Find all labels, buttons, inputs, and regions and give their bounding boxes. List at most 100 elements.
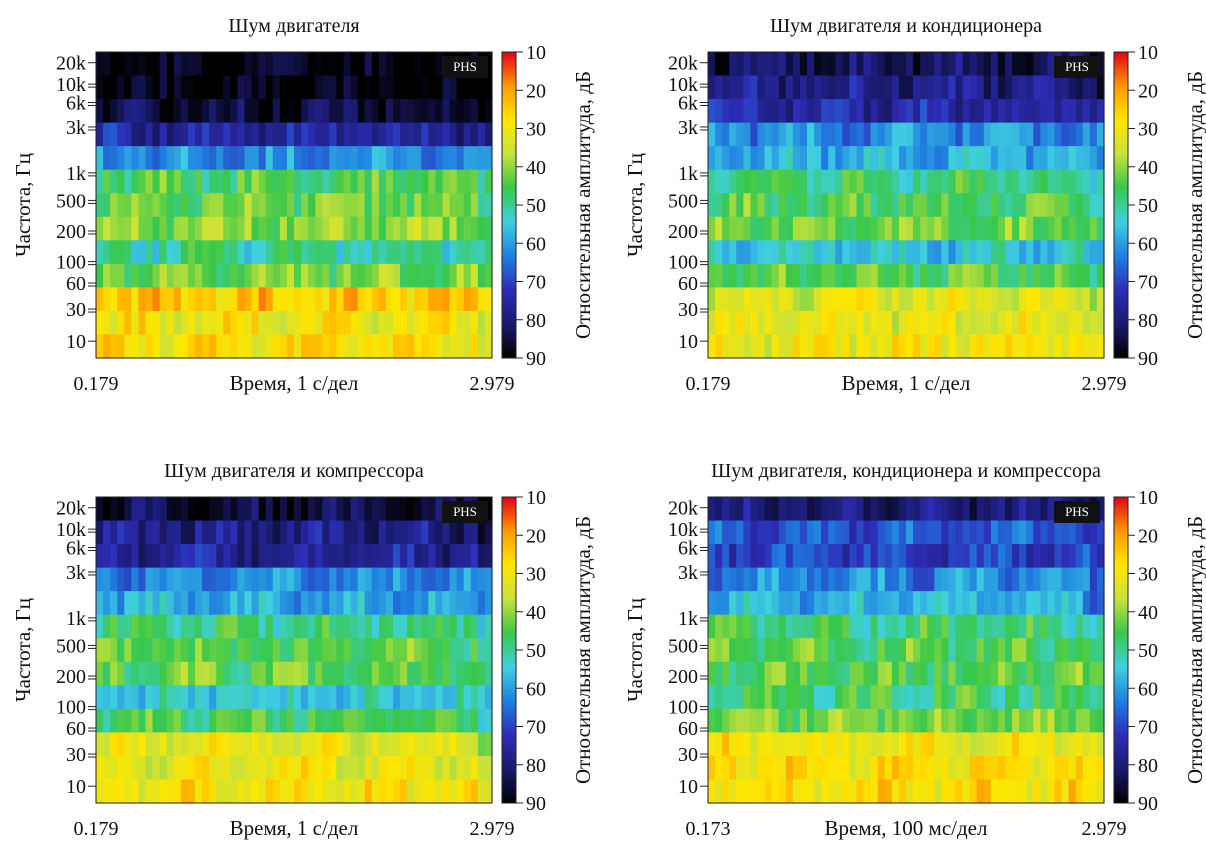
heatmap-cell <box>470 99 479 124</box>
heatmap-cell <box>863 334 872 359</box>
heatmap-cell <box>821 169 829 194</box>
colorbar-tick-label: 60 <box>526 233 546 255</box>
heatmap-cell <box>1047 146 1056 171</box>
heatmap-cell <box>842 216 851 241</box>
heatmap-cell <box>463 240 472 265</box>
heatmap-cell <box>216 755 224 781</box>
x-axis-label: Время, 1 с/дел <box>230 371 359 395</box>
heatmap-cell <box>1026 497 1034 522</box>
heatmap-cell <box>414 544 422 569</box>
heatmap-cell <box>421 661 429 686</box>
heatmap-cell <box>336 685 345 710</box>
heatmap-cell <box>414 567 422 592</box>
heatmap-cell <box>870 193 879 218</box>
heatmap-cell <box>385 193 394 218</box>
heatmap-cell <box>124 122 132 147</box>
heatmap-cell <box>449 193 458 218</box>
heatmap-cell <box>195 497 203 522</box>
heatmap-cell <box>195 755 203 781</box>
heatmap-cell <box>216 146 224 171</box>
heatmap-cell <box>814 755 822 781</box>
heatmap-cell <box>272 591 281 616</box>
heatmap-cell <box>180 52 189 77</box>
heatmap-cell <box>103 169 111 194</box>
heatmap-cell <box>771 567 780 592</box>
heatmap-cell <box>393 661 401 686</box>
heatmap-cell <box>729 708 737 733</box>
heatmap-cell <box>145 685 154 710</box>
heatmap-cell <box>258 287 267 312</box>
heatmap-cell <box>301 520 309 545</box>
heatmap-cell <box>1040 310 1049 336</box>
phs-badge <box>1054 56 1100 78</box>
heatmap-cell <box>708 75 716 100</box>
heatmap-cell <box>785 334 794 359</box>
heatmap-cell <box>477 334 486 359</box>
heatmap-cell <box>456 732 465 757</box>
heatmap-cell <box>785 638 794 663</box>
heatmap-cell <box>1082 685 1091 710</box>
heatmap-cell <box>315 287 323 312</box>
heatmap-cell <box>750 614 759 639</box>
heatmap-cell <box>906 661 914 686</box>
heatmap-cell <box>449 99 458 124</box>
heatmap-cell <box>435 263 444 288</box>
heatmap-cell <box>244 146 253 171</box>
heatmap-cell <box>244 591 253 616</box>
heatmap-cell <box>124 685 132 710</box>
heatmap-cell <box>920 310 928 336</box>
heatmap-cell <box>428 169 437 194</box>
heatmap-cell <box>117 169 125 194</box>
heatmap-cell <box>898 497 907 522</box>
heatmap-cell <box>920 287 928 312</box>
heatmap-cell <box>849 708 858 733</box>
heatmap-cell <box>962 661 971 686</box>
heatmap-cell <box>456 520 465 545</box>
heatmap-cell <box>272 122 281 147</box>
heatmap-cell <box>308 216 316 241</box>
heatmap-cell <box>835 708 843 733</box>
heatmap-cell <box>286 544 295 569</box>
y-tick-label: 30 <box>678 299 698 321</box>
heatmap-cell <box>195 779 203 804</box>
heatmap-cell <box>230 614 239 639</box>
heatmap-cell <box>414 99 422 124</box>
heatmap-cell <box>336 708 345 733</box>
heatmap-cell <box>927 614 935 639</box>
heatmap-cell <box>407 567 415 592</box>
heatmap-cell <box>449 169 458 194</box>
heatmap-cell <box>477 287 486 312</box>
heatmap-cell <box>757 146 766 171</box>
heatmap-cell <box>400 122 408 147</box>
heatmap-cell <box>251 544 260 569</box>
heatmap-cell <box>166 169 175 194</box>
heatmap-cell <box>272 755 281 781</box>
heatmap-cell <box>435 193 444 218</box>
heatmap-cell <box>863 193 872 218</box>
heatmap-cell <box>152 614 161 639</box>
heatmap-cell <box>750 122 759 147</box>
heatmap-cell <box>807 334 815 359</box>
colorbar-tick-label: 40 <box>1138 602 1158 624</box>
heatmap-cell <box>301 169 309 194</box>
heatmap-cell <box>385 732 394 757</box>
heatmap-cell <box>378 193 387 218</box>
heatmap-cell <box>785 497 794 522</box>
heatmap-cell <box>393 591 401 616</box>
heatmap-cell <box>187 216 196 241</box>
heatmap-cell <box>913 169 921 194</box>
heatmap-cell <box>484 193 493 218</box>
heatmap-cell <box>378 310 387 336</box>
heatmap-cell <box>736 638 744 663</box>
heatmap-cell <box>385 614 394 639</box>
heatmap-cell <box>884 567 893 592</box>
heatmap-cell <box>948 52 957 77</box>
heatmap-cell <box>821 287 829 312</box>
heatmap-cell <box>428 240 437 265</box>
heatmap-cell <box>393 193 401 218</box>
heatmap-cell <box>138 193 147 218</box>
heatmap-cell <box>166 52 175 77</box>
colorbar-tick-label: 40 <box>526 602 546 624</box>
heatmap-cell <box>407 544 415 569</box>
heatmap-cell <box>343 779 352 804</box>
